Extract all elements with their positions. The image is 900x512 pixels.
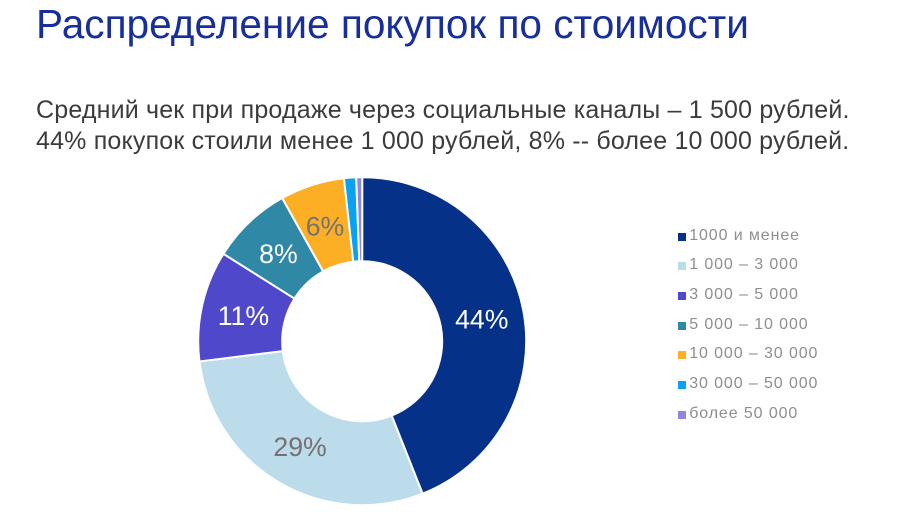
svg-text:8%: 8%	[259, 239, 298, 269]
svg-text:11%: 11%	[218, 301, 269, 331]
svg-text:44%: 44%	[455, 305, 508, 335]
svg-text:6%: 6%	[306, 212, 345, 242]
svg-text:29%: 29%	[273, 432, 326, 462]
